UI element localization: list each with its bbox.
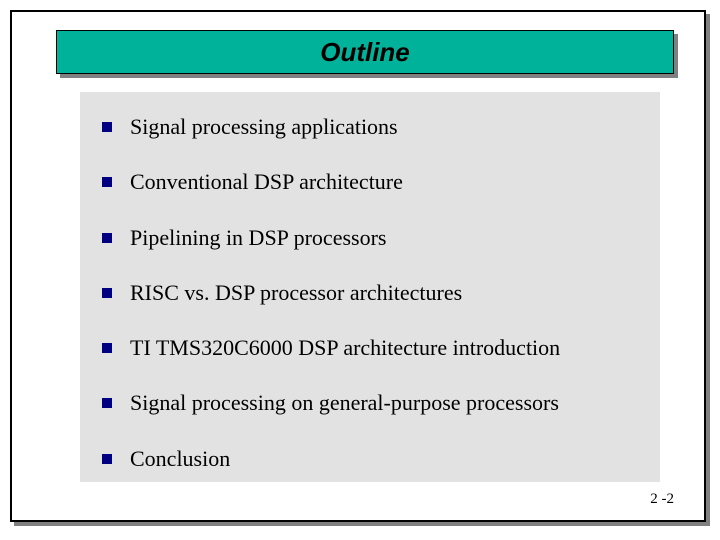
bullet-square-icon <box>102 288 112 298</box>
bullet-text: Signal processing on general-purpose pro… <box>130 390 559 415</box>
slide-frame: Outline Signal processing applications C… <box>10 10 706 522</box>
bullet-list: Signal processing applications Conventio… <box>102 114 638 471</box>
body-panel: Signal processing applications Conventio… <box>80 92 660 482</box>
bullet-square-icon <box>102 122 112 132</box>
list-item: Conclusion <box>102 446 638 471</box>
title-bar: Outline <box>56 30 674 74</box>
bullet-text: TI TMS320C6000 DSP architecture introduc… <box>130 335 560 360</box>
list-item: RISC vs. DSP processor architectures <box>102 280 638 305</box>
list-item: Signal processing applications <box>102 114 638 139</box>
bullet-square-icon <box>102 454 112 464</box>
list-item: Conventional DSP architecture <box>102 169 638 194</box>
bullet-text: Conclusion <box>130 446 230 471</box>
bullet-square-icon <box>102 343 112 353</box>
bullet-square-icon <box>102 177 112 187</box>
list-item: TI TMS320C6000 DSP architecture introduc… <box>102 335 638 360</box>
list-item: Signal processing on general-purpose pro… <box>102 390 638 415</box>
bullet-square-icon <box>102 233 112 243</box>
slide-title: Outline <box>320 37 410 68</box>
bullet-text: Pipelining in DSP processors <box>130 225 386 250</box>
page-number: 2 -2 <box>650 491 674 508</box>
bullet-square-icon <box>102 398 112 408</box>
bullet-text: RISC vs. DSP processor architectures <box>130 280 462 305</box>
bullet-text: Conventional DSP architecture <box>130 169 403 194</box>
bullet-text: Signal processing applications <box>130 114 398 139</box>
list-item: Pipelining in DSP processors <box>102 225 638 250</box>
